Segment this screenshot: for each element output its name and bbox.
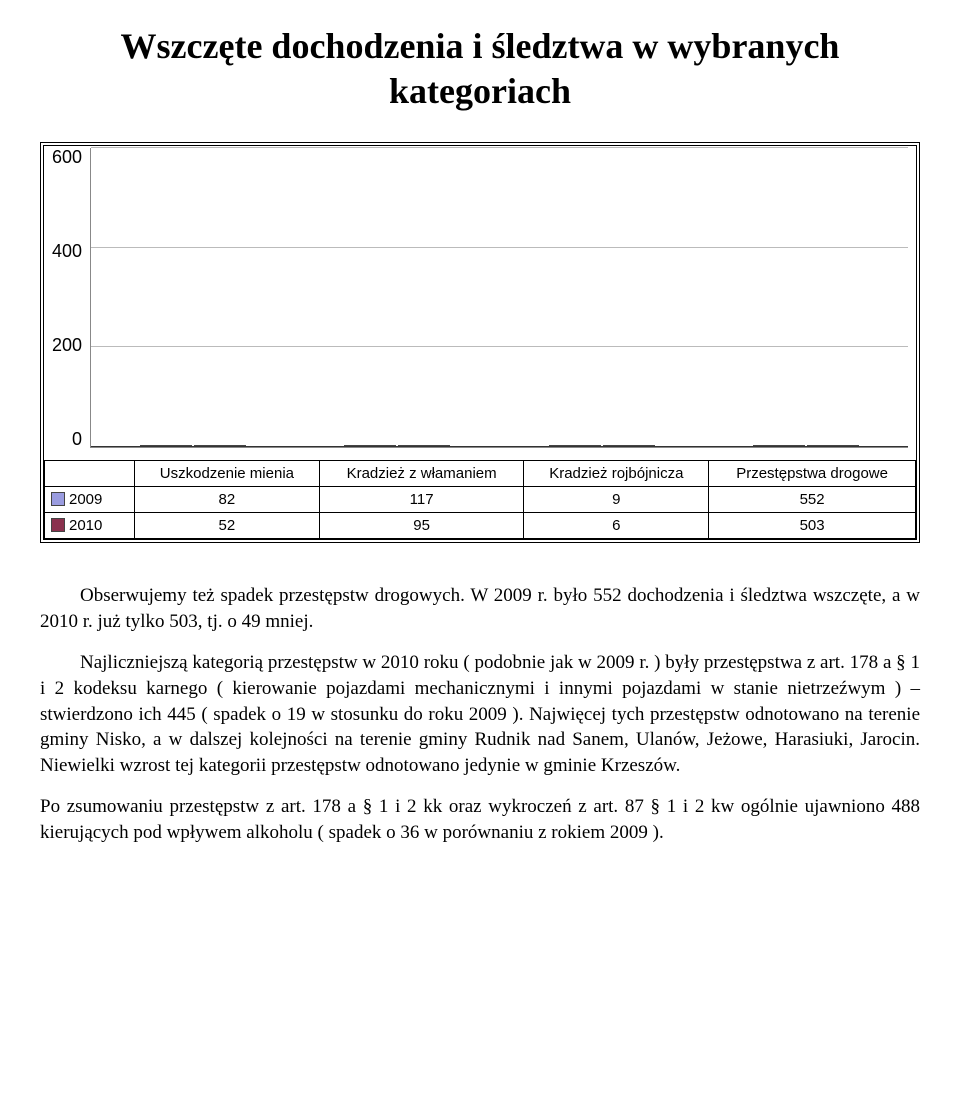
cell: 552 [709, 487, 916, 513]
legend-2009: 2009 [45, 487, 135, 513]
legend-2010: 2010 [45, 513, 135, 539]
series-label: 2010 [69, 517, 102, 534]
cell: 52 [135, 513, 320, 539]
cell: 503 [709, 513, 916, 539]
table-header-row: Uszkodzenie mienia Kradzież z włamaniem … [45, 461, 916, 487]
y-tick: 0 [72, 430, 82, 448]
paragraph: Najliczniejszą kategorią przestępstw w 2… [40, 650, 920, 778]
page-title: Wszczęte dochodzenia i śledztwa w wybran… [40, 24, 920, 114]
col-header: Przestępstwa drogowe [709, 461, 916, 487]
body-text: Obserwujemy też spadek przestępstw drogo… [40, 583, 920, 846]
cell: 6 [524, 513, 709, 539]
col-header: Kradzież rojbójnicza [524, 461, 709, 487]
y-tick: 200 [52, 336, 82, 354]
paragraph: Obserwujemy też spadek przestępstw drogo… [40, 583, 920, 634]
col-header: Kradzież z włamaniem [319, 461, 524, 487]
y-axis: 600 400 200 0 [52, 148, 90, 448]
chart-container: 600 400 200 0 Uszkodzenie mienia Kradzie… [40, 142, 920, 543]
col-header: Uszkodzenie mienia [135, 461, 320, 487]
grid-line [91, 147, 908, 148]
plot-area: 600 400 200 0 [52, 148, 908, 448]
table-row: 2009 82 117 9 552 [45, 487, 916, 513]
paragraph: Po zsumowaniu przestępstw z art. 178 a §… [40, 794, 920, 845]
cell: 9 [524, 487, 709, 513]
y-tick: 600 [52, 148, 82, 166]
data-table: Uszkodzenie mienia Kradzież z włamaniem … [44, 460, 916, 539]
plot-canvas [90, 148, 908, 448]
cell: 95 [319, 513, 524, 539]
grid-line [91, 346, 908, 347]
cell: 82 [135, 487, 320, 513]
grid-line [91, 446, 908, 447]
cell: 117 [319, 487, 524, 513]
table-row: 2010 52 95 6 503 [45, 513, 916, 539]
grid-line [91, 247, 908, 248]
series-label: 2009 [69, 491, 102, 508]
y-tick: 400 [52, 242, 82, 260]
